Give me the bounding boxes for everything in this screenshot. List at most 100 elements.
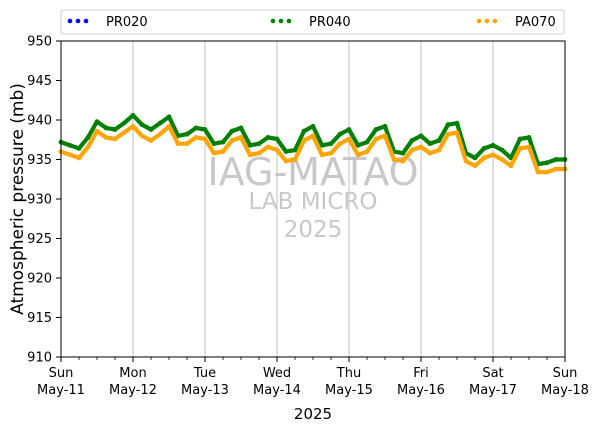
legend-marker bbox=[270, 18, 276, 24]
data-point bbox=[211, 150, 217, 156]
x-tick-label-date: May-13 bbox=[181, 383, 229, 398]
data-point bbox=[337, 131, 343, 137]
data-point bbox=[328, 141, 334, 147]
x-tick-label-date: May-11 bbox=[37, 383, 85, 398]
data-point bbox=[202, 127, 208, 132]
data-point bbox=[220, 139, 226, 145]
watermark-line-3: 2025 bbox=[284, 217, 343, 243]
x-tick-label-day: Sat bbox=[482, 366, 503, 381]
legend-item-pr040: PR040 bbox=[270, 15, 351, 30]
legend-item-pr020: PR020 bbox=[67, 15, 148, 30]
data-point bbox=[382, 133, 388, 139]
data-point bbox=[220, 149, 226, 155]
legend-marker bbox=[75, 18, 81, 24]
data-point bbox=[85, 144, 91, 150]
data-point bbox=[139, 133, 145, 139]
series-pa070 bbox=[58, 123, 568, 175]
data-point bbox=[283, 149, 289, 155]
data-point bbox=[418, 133, 424, 139]
data-point bbox=[328, 150, 334, 156]
x-tick-label-day: Thu bbox=[336, 366, 361, 381]
data-point bbox=[364, 139, 370, 145]
data-point bbox=[247, 152, 253, 158]
data-point bbox=[211, 141, 217, 147]
legend-marker bbox=[286, 18, 292, 24]
y-axis-title: Atmospheric pressure (mb) bbox=[8, 83, 28, 315]
x-axis-title: 2025 bbox=[294, 405, 332, 423]
data-point bbox=[67, 142, 73, 148]
data-point bbox=[310, 133, 316, 139]
data-point bbox=[76, 155, 82, 161]
data-point bbox=[319, 142, 325, 148]
x-tick-label-date: May-18 bbox=[541, 383, 589, 398]
data-point bbox=[472, 163, 478, 169]
data-point bbox=[229, 128, 235, 134]
data-point bbox=[166, 114, 172, 120]
x-tick-label-day: Sun bbox=[49, 366, 74, 381]
data-point bbox=[202, 136, 208, 142]
data-point bbox=[454, 120, 460, 126]
data-point bbox=[445, 122, 451, 128]
data-point bbox=[112, 127, 118, 132]
data-point bbox=[409, 138, 415, 143]
x-tick-label-day: Fri bbox=[413, 366, 429, 381]
legend-marker bbox=[278, 18, 284, 24]
legend-marker bbox=[83, 18, 89, 24]
data-point bbox=[256, 141, 262, 147]
legend-marker bbox=[67, 18, 73, 24]
data-point bbox=[445, 131, 451, 137]
data-point bbox=[157, 120, 163, 126]
x-tick-label-date: May-16 bbox=[397, 383, 445, 398]
data-point bbox=[535, 169, 541, 175]
vertical-grid bbox=[132, 41, 494, 357]
data-point bbox=[490, 142, 496, 148]
data-point bbox=[274, 147, 280, 153]
legend: PR020 PR040 PA070 bbox=[60, 9, 565, 35]
data-point bbox=[310, 123, 316, 129]
data-point bbox=[238, 135, 244, 140]
y-axis: 910 915 920 925 930 935 940 945 950 bbox=[27, 35, 61, 366]
legend-marker bbox=[476, 18, 482, 24]
y-tick-label: 945 bbox=[27, 74, 52, 89]
y-tick-label: 930 bbox=[27, 193, 52, 208]
data-point bbox=[553, 166, 559, 172]
data-point bbox=[292, 157, 298, 162]
data-point bbox=[418, 144, 424, 150]
y-tick-label: 925 bbox=[27, 232, 52, 247]
data-point bbox=[355, 152, 361, 158]
data-point bbox=[427, 150, 433, 156]
data-point bbox=[526, 135, 532, 140]
x-tick-label-day: Wed bbox=[263, 366, 291, 381]
x-tick-label-day: Mon bbox=[119, 366, 146, 381]
data-point bbox=[355, 142, 361, 148]
data-point bbox=[508, 163, 514, 169]
data-point bbox=[427, 141, 433, 147]
y-tick-label: 950 bbox=[27, 35, 52, 50]
data-point bbox=[193, 135, 199, 140]
data-point bbox=[67, 152, 73, 158]
data-point bbox=[292, 147, 298, 153]
legend-label: PR040 bbox=[309, 15, 351, 30]
data-point bbox=[436, 147, 442, 153]
data-point bbox=[148, 127, 154, 132]
x-tick-label-date: May-17 bbox=[469, 383, 517, 398]
data-point bbox=[265, 144, 271, 150]
data-point bbox=[112, 136, 118, 142]
watermark: IAG-MATAO LAB MICRO 2025 bbox=[207, 150, 418, 243]
data-point bbox=[373, 136, 379, 142]
data-point bbox=[544, 169, 550, 175]
plot-area bbox=[61, 41, 565, 357]
data-point bbox=[193, 125, 199, 131]
x-axis: Sun May-11 Mon May-12 Tue May-13 Wed May-14 Thu M… bbox=[37, 357, 589, 398]
x-tick-label-date: May-12 bbox=[109, 383, 157, 398]
data-point bbox=[517, 136, 523, 142]
data-point bbox=[121, 130, 127, 136]
data-point bbox=[94, 119, 100, 124]
data-point bbox=[103, 125, 109, 131]
data-point bbox=[400, 158, 406, 164]
data-point bbox=[94, 128, 100, 134]
y-tick-label: 920 bbox=[27, 272, 52, 287]
legend-item-pa070: PA070 bbox=[476, 15, 556, 30]
data-point bbox=[337, 141, 343, 147]
